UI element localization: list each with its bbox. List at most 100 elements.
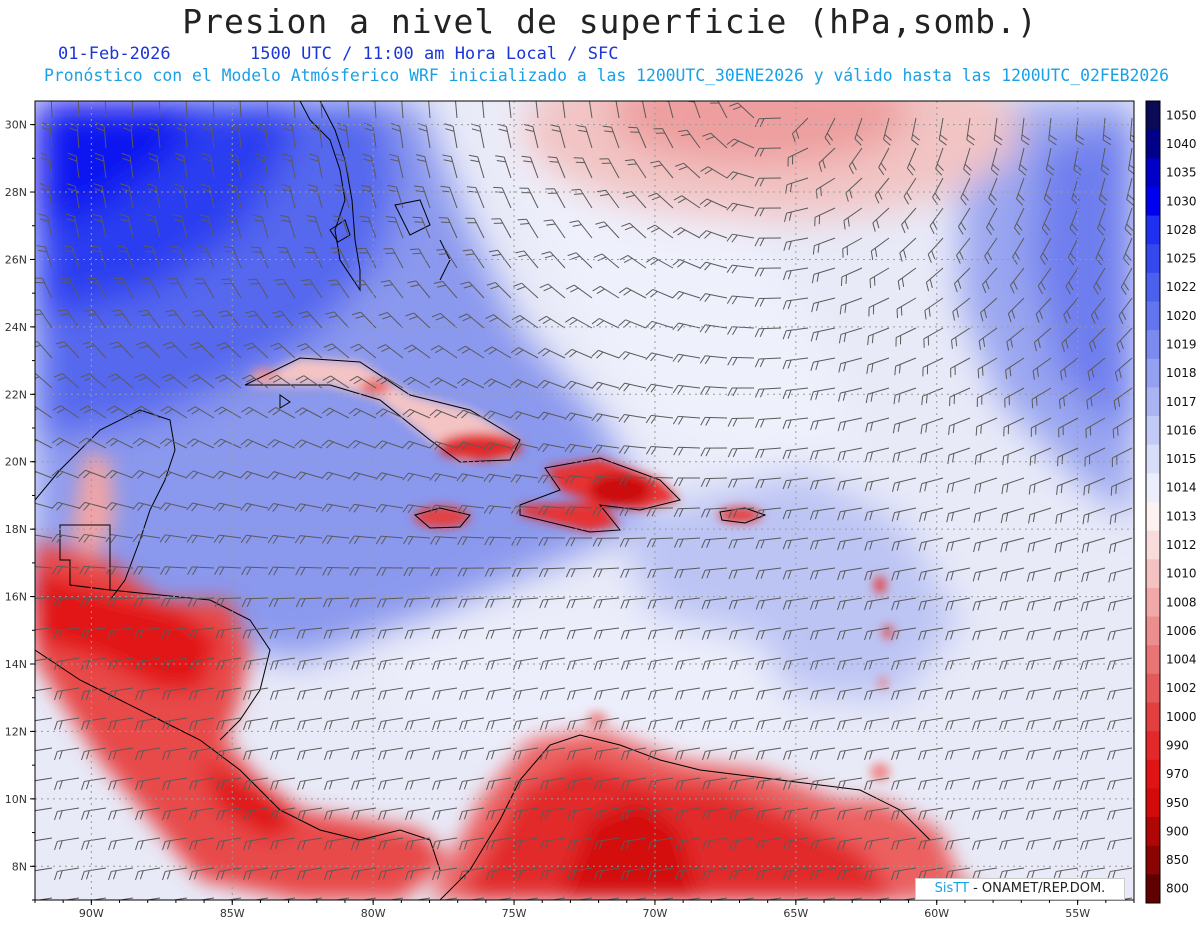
wind-barb (729, 837, 755, 851)
wind-barb (1053, 717, 1079, 731)
wind-barb (809, 597, 836, 611)
lat-label: 24N (5, 321, 27, 334)
wind-barb (893, 387, 917, 405)
wind-barb (324, 867, 350, 881)
wind-barb (811, 297, 836, 313)
wind-barb (594, 747, 620, 761)
wind-barb (409, 248, 431, 269)
wind-barb (837, 777, 863, 791)
wind-barb (146, 214, 161, 239)
wind-barb (223, 246, 242, 269)
wind-barb (113, 277, 134, 299)
wind-barb (700, 416, 728, 426)
wind-barb (456, 377, 485, 389)
wind-barb (459, 747, 485, 761)
wind-barb (147, 183, 161, 209)
wind-barb (268, 374, 296, 389)
wind-barb (431, 597, 458, 608)
wind-barb (864, 807, 890, 821)
wind-barb (270, 747, 296, 761)
wind-barb (1127, 147, 1134, 175)
wind-barb (702, 867, 728, 881)
wind-barb (701, 537, 728, 549)
wind-barb (1026, 687, 1052, 701)
wind-barb (945, 627, 971, 641)
wind-barb (811, 267, 836, 284)
wind-barb (1107, 657, 1133, 671)
wind-barb (810, 687, 836, 701)
wind-barb (567, 747, 593, 761)
wind-barb (918, 597, 944, 611)
wind-barb (646, 476, 674, 486)
wind-barb (216, 657, 242, 671)
wind-barb (1090, 297, 1106, 324)
wind-barb (592, 506, 620, 516)
wind-barb (783, 237, 809, 251)
wind-barb (918, 627, 944, 641)
wind-barb (891, 867, 917, 881)
wind-barb (783, 267, 809, 281)
wind-barb (327, 279, 350, 299)
wind-barb (645, 414, 674, 424)
wind-barb (433, 280, 458, 299)
wind-barb (84, 309, 107, 329)
wind-barb (350, 627, 377, 640)
wind-barb (973, 507, 998, 523)
wind-barb (678, 129, 701, 149)
wind-barb (754, 117, 782, 128)
wind-barb (324, 747, 350, 761)
wind-barb (254, 183, 269, 209)
wind-barb (35, 807, 53, 813)
wind-barb (754, 147, 782, 157)
wind-barb (911, 117, 920, 146)
colorbar-label: 1040 (1166, 137, 1197, 151)
wind-barb (134, 627, 161, 639)
wind-barb (378, 837, 404, 851)
wind-barb (619, 507, 647, 517)
wind-barb (699, 230, 728, 239)
wind-barb (599, 158, 620, 179)
wind-barb (972, 627, 998, 641)
wind-barb (216, 747, 242, 761)
wind-barb (54, 687, 80, 701)
wind-barb (132, 534, 161, 544)
wind-barb (296, 627, 323, 640)
wind-barb (975, 417, 998, 436)
wind-barb (270, 342, 296, 359)
wind-barb (783, 837, 809, 851)
wind-barb (1026, 807, 1052, 821)
wind-barb (271, 310, 296, 329)
wind-barb (1053, 747, 1079, 761)
wind-barb (356, 247, 377, 269)
wind-barb (54, 777, 80, 791)
wind-barb (1120, 267, 1133, 295)
wind-barb (274, 278, 296, 299)
wind-barb (323, 343, 350, 359)
wind-barb (864, 837, 890, 851)
wind-barb (351, 717, 377, 731)
wind-barb (240, 438, 269, 449)
wind-barb (81, 657, 107, 671)
wind-barb (432, 837, 458, 851)
wind-barb (755, 477, 782, 489)
wind-barb (595, 221, 620, 239)
wind-barb (591, 349, 620, 359)
credit-text: - ONAMET/REP.DOM. (973, 881, 1106, 896)
wind-barb (756, 837, 782, 851)
wind-barb (787, 147, 809, 167)
wind-barb (547, 156, 566, 179)
wind-barb (618, 445, 647, 455)
wind-barb (354, 279, 377, 299)
wind-barb (621, 777, 647, 791)
wind-barb (854, 117, 864, 146)
wind-barb (1053, 627, 1079, 641)
wind-barb (729, 777, 755, 791)
wind-barb (1069, 207, 1079, 236)
wind-barb (270, 717, 296, 731)
wind-barb (903, 177, 917, 205)
wind-barb (891, 747, 917, 761)
wind-barb (946, 507, 971, 523)
wind-barb (51, 533, 80, 543)
wind-barb (297, 717, 323, 731)
colorbar-swatch (1146, 530, 1160, 560)
